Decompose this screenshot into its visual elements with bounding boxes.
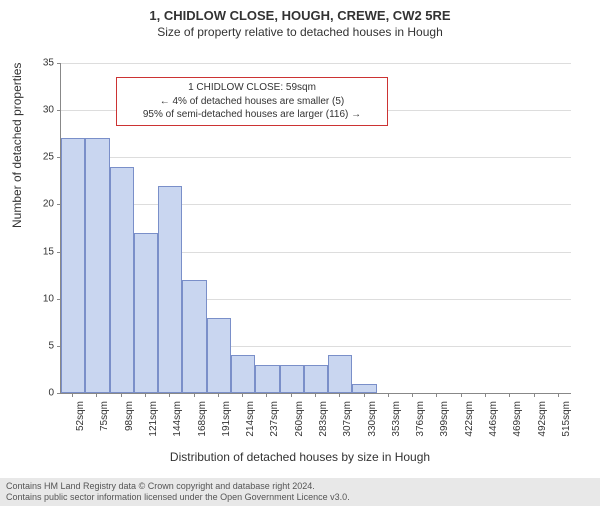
ytick-label: 35 (24, 58, 54, 69)
bar (207, 318, 231, 393)
xtick-label: 307sqm (342, 401, 353, 451)
x-axis-label: Distribution of detached houses by size … (0, 450, 600, 464)
y-axis-label: Number of detached properties (10, 63, 24, 228)
xtick-mark (339, 393, 340, 397)
annotation-line-3: 95% of semi-detached houses are larger (… (123, 108, 381, 122)
xtick-label: 75sqm (99, 401, 110, 451)
ytick-label: 20 (24, 199, 54, 210)
xtick-mark (509, 393, 510, 397)
bar (110, 167, 134, 393)
bar (85, 138, 109, 393)
ytick-label: 0 (24, 388, 54, 399)
xtick-mark (96, 393, 97, 397)
ytick-label: 15 (24, 246, 54, 257)
xtick-mark (218, 393, 219, 397)
xtick-mark (194, 393, 195, 397)
xtick-label: 399sqm (439, 401, 450, 451)
xtick-mark (242, 393, 243, 397)
bar (304, 365, 328, 393)
chart-title-address: 1, CHIDLOW CLOSE, HOUGH, CREWE, CW2 5RE (0, 8, 600, 23)
ytick-mark (57, 63, 61, 64)
xtick-label: 469sqm (512, 401, 523, 451)
bar (158, 186, 182, 393)
bar (182, 280, 206, 393)
xtick-mark (412, 393, 413, 397)
xtick-label: 98sqm (124, 401, 135, 451)
xtick-mark (534, 393, 535, 397)
grid-line (61, 204, 571, 205)
footer-attribution: Contains HM Land Registry data © Crown c… (0, 478, 600, 507)
xtick-label: 121sqm (148, 401, 159, 451)
ytick-label: 25 (24, 152, 54, 163)
bar (280, 365, 304, 393)
xtick-mark (72, 393, 73, 397)
xtick-mark (266, 393, 267, 397)
xtick-mark (169, 393, 170, 397)
chart-area: 1 CHIDLOW CLOSE: 59sqm ← 4% of detached … (60, 63, 570, 393)
bar (352, 384, 376, 393)
xtick-mark (485, 393, 486, 397)
xtick-mark (364, 393, 365, 397)
ytick-label: 10 (24, 293, 54, 304)
grid-line (61, 157, 571, 158)
ytick-mark (57, 393, 61, 394)
annotation-line-1: 1 CHIDLOW CLOSE: 59sqm (123, 81, 381, 95)
xtick-mark (315, 393, 316, 397)
bar (134, 233, 158, 393)
ytick-label: 30 (24, 105, 54, 116)
bar (61, 138, 85, 393)
ytick-mark (57, 110, 61, 111)
xtick-label: 237sqm (269, 401, 280, 451)
grid-line (61, 63, 571, 64)
xtick-label: 144sqm (172, 401, 183, 451)
annotation-box: 1 CHIDLOW CLOSE: 59sqm ← 4% of detached … (116, 77, 388, 126)
xtick-label: 492sqm (537, 401, 548, 451)
xtick-mark (436, 393, 437, 397)
annotation-line-2: ← 4% of detached houses are smaller (5) (123, 95, 381, 109)
xtick-label: 260sqm (294, 401, 305, 451)
xtick-mark (461, 393, 462, 397)
ytick-label: 5 (24, 340, 54, 351)
xtick-label: 446sqm (488, 401, 499, 451)
xtick-label: 330sqm (367, 401, 378, 451)
xtick-mark (121, 393, 122, 397)
xtick-mark (291, 393, 292, 397)
xtick-label: 168sqm (197, 401, 208, 451)
xtick-label: 52sqm (75, 401, 86, 451)
xtick-label: 353sqm (391, 401, 402, 451)
xtick-label: 283sqm (318, 401, 329, 451)
xtick-label: 515sqm (561, 401, 572, 451)
footer-line-1: Contains HM Land Registry data © Crown c… (6, 481, 594, 492)
bar (231, 355, 255, 393)
chart-subtitle: Size of property relative to detached ho… (0, 25, 600, 39)
footer-line-2: Contains public sector information licen… (6, 492, 594, 503)
bar (255, 365, 279, 393)
xtick-mark (388, 393, 389, 397)
xtick-label: 376sqm (415, 401, 426, 451)
bar (328, 355, 352, 393)
xtick-mark (145, 393, 146, 397)
xtick-label: 422sqm (464, 401, 475, 451)
xtick-mark (558, 393, 559, 397)
xtick-label: 191sqm (221, 401, 232, 451)
xtick-label: 214sqm (245, 401, 256, 451)
